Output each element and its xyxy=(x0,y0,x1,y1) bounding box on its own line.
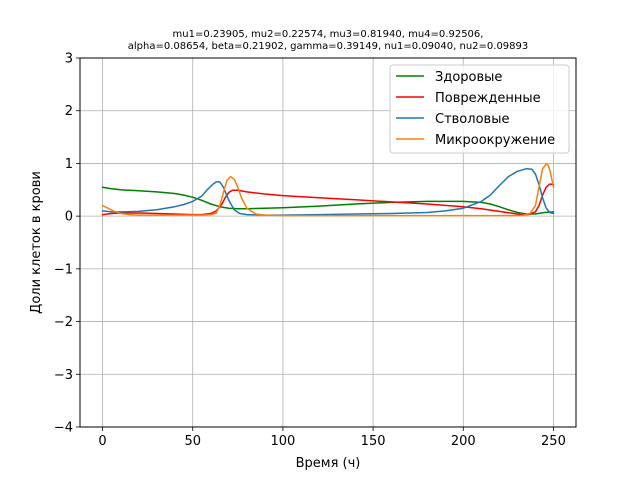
series-line-2 xyxy=(101,183,555,216)
x-tick-label: 100 xyxy=(270,434,295,449)
y-tick-label: −1 xyxy=(54,262,73,277)
y-tick-label: 0 xyxy=(65,210,73,225)
x-tick-label: 200 xyxy=(451,434,476,449)
series-line-1 xyxy=(101,186,555,215)
legend-label-2: Поврежденные xyxy=(435,91,541,106)
legend-box xyxy=(389,64,570,154)
y-tick-label: −2 xyxy=(54,315,73,330)
plot-frame xyxy=(79,57,577,428)
y-tick-label: 2 xyxy=(65,104,73,119)
chart-title-line-2: alpha=0.08654, beta=0.21902, gamma=0.391… xyxy=(128,41,529,52)
x-axis-label: Время (ч) xyxy=(296,456,361,471)
legend: Здоровые Поврежденные Стволовые Микроокруже… xyxy=(389,64,570,154)
series-layer xyxy=(101,163,555,217)
y-tick-label: 1 xyxy=(65,157,73,172)
chart-title-line-1: mu1=0.23905, mu2=0.22574, mu3=0.81940, m… xyxy=(173,29,484,40)
axis-ticks: 0 50 100 150 200 250 −4 −3 −2 −1 0 1 2 3 xyxy=(54,52,566,450)
y-tick-label: −4 xyxy=(54,421,73,436)
legend-label-1: Здоровые xyxy=(435,70,502,85)
x-tick-label: 250 xyxy=(541,434,566,449)
y-tick-label: 3 xyxy=(65,52,73,67)
x-tick-label: 0 xyxy=(98,434,106,449)
y-axis-label: Доли клеток в крови xyxy=(29,171,44,314)
x-tick-label: 50 xyxy=(184,434,201,449)
y-tick-label: −3 xyxy=(54,368,73,383)
legend-label-3: Стволовые xyxy=(435,112,509,127)
x-tick-label: 150 xyxy=(361,434,386,449)
legend-label-4: Микроокружение xyxy=(435,133,555,148)
series-line-4 xyxy=(101,163,555,217)
